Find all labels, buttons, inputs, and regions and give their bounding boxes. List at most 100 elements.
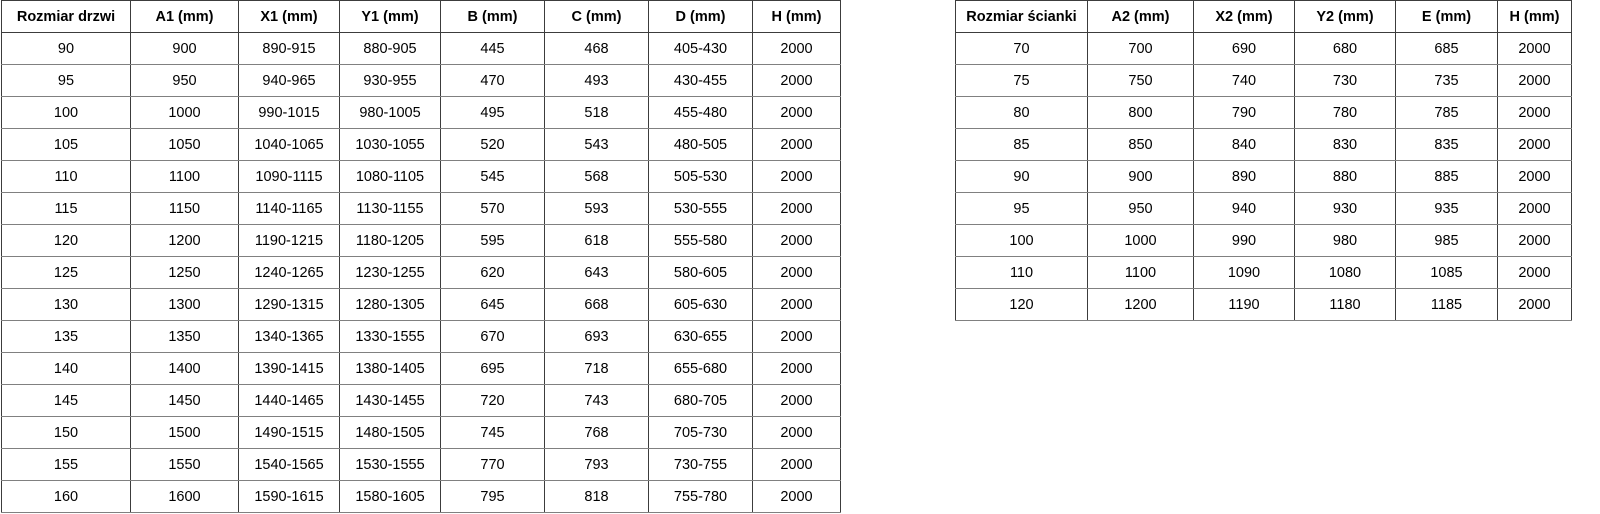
cell-b: 695 [440, 352, 545, 385]
cell-x2: 890 [1193, 160, 1295, 193]
cell-x2: 690 [1193, 32, 1295, 65]
cell-c: 593 [544, 192, 649, 225]
column-header-b: B (mm) [440, 0, 545, 33]
cell-d: 455-480 [648, 96, 753, 129]
cell-b: 670 [440, 320, 545, 353]
cell-rozmiar-drzwi: 110 [1, 160, 131, 193]
cell-a1: 1400 [130, 352, 239, 385]
cell-a1: 1150 [130, 192, 239, 225]
cell-b: 770 [440, 448, 545, 481]
column-header-rozmiar-scianki: Rozmiar ścianki [955, 0, 1088, 33]
cell-x2: 1190 [1193, 288, 1295, 321]
door-table-body: 90 900 890-915 880-905 445 468 405-430 2… [1, 32, 841, 513]
cell-a2: 700 [1087, 32, 1194, 65]
column-header-a2: A2 (mm) [1087, 0, 1194, 33]
cell-rozmiar-drzwi: 150 [1, 416, 131, 449]
table-row: 75 750 740 730 735 2000 [955, 64, 1572, 97]
cell-c: 518 [544, 96, 649, 129]
table-row: 145 1450 1440-1465 1430-1455 720 743 680… [1, 384, 841, 417]
cell-a1: 1350 [130, 320, 239, 353]
cell-y2: 680 [1294, 32, 1396, 65]
table-row: 115 1150 1140-1165 1130-1155 570 593 530… [1, 192, 841, 225]
cell-b: 445 [440, 32, 545, 65]
cell-y1: 980-1005 [339, 96, 441, 129]
cell-rozmiar-drzwi: 95 [1, 64, 131, 97]
cell-x2: 740 [1193, 64, 1295, 97]
cell-a2: 1200 [1087, 288, 1194, 321]
cell-e: 835 [1395, 128, 1498, 161]
cell-y1: 1480-1505 [339, 416, 441, 449]
cell-y1: 1130-1155 [339, 192, 441, 225]
cell-h: 2000 [1497, 288, 1572, 321]
cell-h: 2000 [1497, 160, 1572, 193]
column-header-y1: Y1 (mm) [339, 0, 441, 33]
cell-h: 2000 [1497, 32, 1572, 65]
cell-x1: 1390-1415 [238, 352, 340, 385]
cell-x1: 1240-1265 [238, 256, 340, 289]
cell-c: 568 [544, 160, 649, 193]
cell-c: 618 [544, 224, 649, 257]
cell-c: 543 [544, 128, 649, 161]
cell-b: 495 [440, 96, 545, 129]
cell-x1: 1140-1165 [238, 192, 340, 225]
cell-rozmiar-drzwi: 90 [1, 32, 131, 65]
cell-e: 735 [1395, 64, 1498, 97]
cell-x1: 1540-1565 [238, 448, 340, 481]
cell-x1: 1590-1615 [238, 480, 340, 513]
cell-e: 785 [1395, 96, 1498, 129]
cell-x1: 1090-1115 [238, 160, 340, 193]
cell-e: 935 [1395, 192, 1498, 225]
cell-y1: 1030-1055 [339, 128, 441, 161]
cell-y1: 1580-1605 [339, 480, 441, 513]
cell-rozmiar-scianki: 90 [955, 160, 1088, 193]
cell-c: 718 [544, 352, 649, 385]
cell-a2: 800 [1087, 96, 1194, 129]
cell-b: 595 [440, 224, 545, 257]
cell-rozmiar-drzwi: 145 [1, 384, 131, 417]
cell-d: 680-705 [648, 384, 753, 417]
cell-y1: 1530-1555 [339, 448, 441, 481]
wall-panel-dimensions-table-container: Rozmiar ścianki A2 (mm) X2 (mm) Y2 (mm) … [955, 0, 1572, 321]
cell-d: 655-680 [648, 352, 753, 385]
cell-rozmiar-scianki: 110 [955, 256, 1088, 289]
cell-h: 2000 [1497, 192, 1572, 225]
table-row: 140 1400 1390-1415 1380-1405 695 718 655… [1, 352, 841, 385]
cell-rozmiar-drzwi: 100 [1, 96, 131, 129]
cell-h: 2000 [752, 160, 841, 193]
cell-c: 743 [544, 384, 649, 417]
cell-a1: 900 [130, 32, 239, 65]
wall-table-header: Rozmiar ścianki A2 (mm) X2 (mm) Y2 (mm) … [955, 0, 1572, 33]
cell-x1: 1340-1365 [238, 320, 340, 353]
column-header-a1: A1 (mm) [130, 0, 239, 33]
cell-b: 470 [440, 64, 545, 97]
cell-h: 2000 [752, 192, 841, 225]
cell-h: 2000 [752, 448, 841, 481]
column-header-e: E (mm) [1395, 0, 1498, 33]
cell-rozmiar-scianki: 70 [955, 32, 1088, 65]
column-header-x2: X2 (mm) [1193, 0, 1295, 33]
cell-h: 2000 [752, 256, 841, 289]
cell-y1: 1280-1305 [339, 288, 441, 321]
cell-rozmiar-drzwi: 130 [1, 288, 131, 321]
cell-h: 2000 [1497, 96, 1572, 129]
cell-d: 405-430 [648, 32, 753, 65]
wall-table-body: 70 700 690 680 685 2000 75 750 740 730 7… [955, 32, 1572, 321]
cell-y1: 1080-1105 [339, 160, 441, 193]
cell-y1: 1430-1455 [339, 384, 441, 417]
cell-rozmiar-drzwi: 140 [1, 352, 131, 385]
cell-a1: 950 [130, 64, 239, 97]
cell-x2: 940 [1193, 192, 1295, 225]
table-header-row: Rozmiar drzwi A1 (mm) X1 (mm) Y1 (mm) B … [1, 0, 841, 33]
cell-c: 643 [544, 256, 649, 289]
cell-h: 2000 [1497, 256, 1572, 289]
wall-panel-dimensions-table: Rozmiar ścianki A2 (mm) X2 (mm) Y2 (mm) … [955, 0, 1572, 321]
cell-h: 2000 [752, 64, 841, 97]
cell-b: 720 [440, 384, 545, 417]
cell-d: 480-505 [648, 128, 753, 161]
cell-y2: 730 [1294, 64, 1396, 97]
cell-y1: 1380-1405 [339, 352, 441, 385]
cell-d: 530-555 [648, 192, 753, 225]
door-table-header: Rozmiar drzwi A1 (mm) X1 (mm) Y1 (mm) B … [1, 0, 841, 33]
cell-x2: 790 [1193, 96, 1295, 129]
